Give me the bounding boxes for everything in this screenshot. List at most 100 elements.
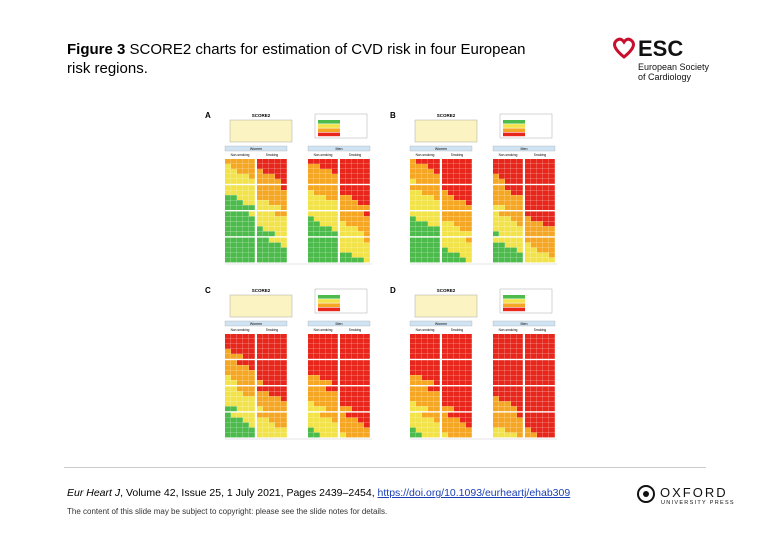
- risk-cell: [505, 190, 511, 195]
- risk-cell: [505, 174, 511, 179]
- risk-cell: [358, 231, 364, 237]
- risk-cell: [416, 205, 422, 210]
- risk-cell: [428, 386, 434, 392]
- risk-cell: [358, 386, 364, 392]
- risk-cell: [326, 380, 332, 385]
- risk-cell: [249, 386, 255, 392]
- risk-cell: [314, 237, 320, 243]
- risk-cell: [352, 386, 358, 392]
- risk-cell: [332, 417, 338, 423]
- citation-details: , Volume 42, Issue 25, 1 July 2021, Page…: [120, 487, 378, 499]
- risk-cell: [269, 237, 275, 243]
- risk-cell: [517, 252, 523, 258]
- risk-cell: [416, 349, 422, 354]
- risk-cell: [410, 339, 416, 344]
- risk-cell: [340, 412, 346, 418]
- risk-cell: [460, 221, 466, 227]
- risk-cell: [314, 190, 320, 195]
- risk-cell: [517, 396, 523, 402]
- risk-cell: [320, 185, 326, 190]
- risk-cell: [352, 432, 358, 438]
- risk-cell: [422, 159, 428, 164]
- risk-cell: [525, 360, 531, 365]
- risk-cell: [410, 211, 416, 217]
- risk-cell: [358, 406, 364, 412]
- risk-cell: [422, 164, 428, 169]
- risk-cell: [346, 365, 352, 370]
- risk-cell: [434, 391, 440, 397]
- risk-cell: [511, 216, 517, 222]
- risk-cell: [410, 216, 416, 222]
- risk-cell: [340, 360, 346, 365]
- risk-cell: [454, 159, 460, 164]
- risk-cell: [225, 391, 231, 397]
- risk-cell: [249, 406, 255, 412]
- esc-name: ESC: [638, 36, 684, 61]
- risk-cell: [281, 169, 287, 174]
- risk-cell: [340, 370, 346, 375]
- risk-cell: [308, 427, 314, 433]
- risk-cell: [364, 354, 370, 359]
- risk-cell: [243, 216, 249, 222]
- risk-cell: [314, 200, 320, 205]
- risk-cell: [549, 339, 555, 344]
- risk-cell: [442, 252, 448, 258]
- risk-cell: [269, 370, 275, 375]
- risk-cell: [346, 195, 352, 200]
- risk-cell: [460, 190, 466, 195]
- risk-cell: [410, 386, 416, 392]
- risk-cell: [243, 174, 249, 179]
- risk-cell: [332, 354, 338, 359]
- risk-cell: [460, 370, 466, 375]
- risk-cell: [442, 375, 448, 380]
- risk-cell: [537, 164, 543, 169]
- column-label: Non-smoking: [314, 328, 333, 332]
- risk-cell: [320, 386, 326, 392]
- risk-cell: [416, 370, 422, 375]
- risk-cell: [275, 216, 281, 222]
- risk-cell: [428, 344, 434, 349]
- risk-cell: [499, 242, 505, 248]
- risk-cell: [281, 427, 287, 433]
- risk-cell: [511, 257, 517, 263]
- risk-cell: [525, 391, 531, 397]
- risk-cell: [364, 334, 370, 339]
- risk-cell: [269, 164, 275, 169]
- risk-cell: [364, 391, 370, 397]
- risk-cell: [549, 226, 555, 232]
- risk-cell: [499, 396, 505, 402]
- risk-cell: [505, 257, 511, 263]
- risk-cell: [320, 242, 326, 248]
- risk-cell: [243, 406, 249, 412]
- risk-cell: [237, 396, 243, 402]
- risk-cell: [275, 396, 281, 402]
- risk-cell: [281, 386, 287, 392]
- risk-cell: [332, 386, 338, 392]
- risk-cell: [505, 417, 511, 423]
- risk-cell: [460, 417, 466, 423]
- risk-cell: [257, 391, 263, 397]
- doi-link[interactable]: https://doi.org/10.1093/eurheartj/ehab30…: [377, 487, 571, 499]
- risk-cell: [422, 349, 428, 354]
- risk-cell: [460, 205, 466, 210]
- risk-cell: [466, 159, 472, 164]
- risk-cell: [410, 349, 416, 354]
- risk-cell: [320, 375, 326, 380]
- risk-cell: [517, 360, 523, 365]
- risk-cell: [326, 344, 332, 349]
- risk-cell: [460, 185, 466, 190]
- risk-cell: [493, 226, 499, 232]
- risk-cell: [314, 195, 320, 200]
- risk-cell: [422, 334, 428, 339]
- risk-cell: [243, 195, 249, 200]
- risk-cell: [517, 380, 523, 385]
- risk-cell: [434, 216, 440, 222]
- risk-cell: [332, 339, 338, 344]
- risk-cell: [422, 169, 428, 174]
- risk-cell: [422, 396, 428, 402]
- risk-cell: [269, 432, 275, 438]
- risk-cell: [263, 179, 269, 184]
- risk-cell: [531, 252, 537, 258]
- risk-cell: [460, 242, 466, 248]
- risk-cell: [237, 380, 243, 385]
